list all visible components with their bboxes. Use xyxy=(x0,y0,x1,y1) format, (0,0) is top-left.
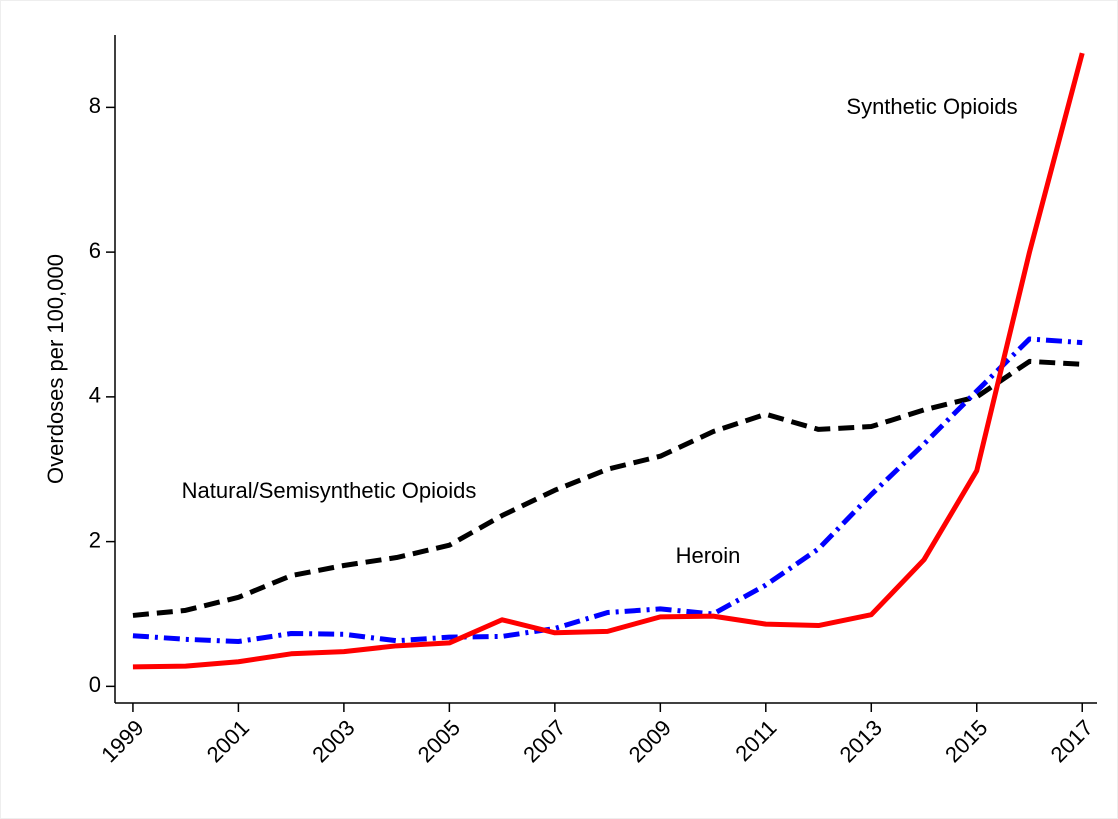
y-axis-label: Overdoses per 100,000 xyxy=(43,254,68,484)
series-label: Natural/Semisynthetic Opioids xyxy=(182,478,477,503)
y-tick-label: 4 xyxy=(89,383,101,408)
series-label: Synthetic Opioids xyxy=(846,94,1017,119)
y-tick-label: 8 xyxy=(89,93,101,118)
y-tick-label: 2 xyxy=(89,527,101,552)
series-line xyxy=(132,52,1085,670)
series-line xyxy=(132,336,1083,644)
y-tick-label: 0 xyxy=(89,672,101,697)
y-tick-label: 6 xyxy=(89,238,101,263)
series-label: Heroin xyxy=(676,543,741,568)
